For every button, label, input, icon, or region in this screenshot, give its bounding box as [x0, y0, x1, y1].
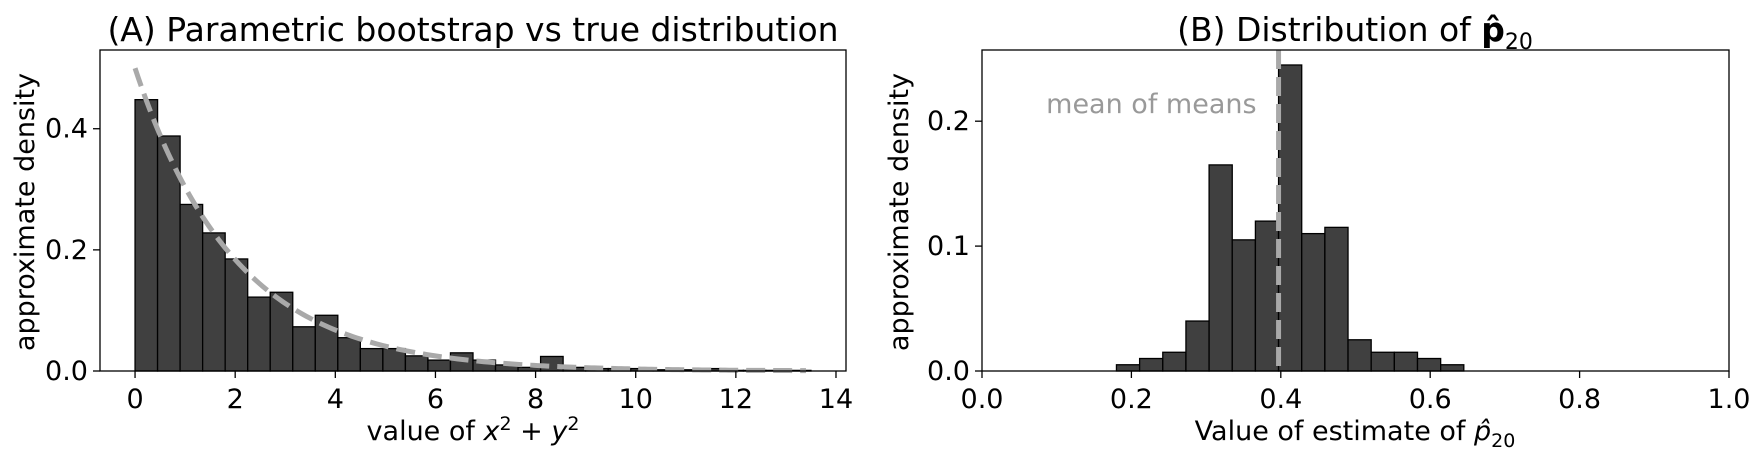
chart-b-xtick-label: 0.8 — [1558, 384, 1601, 415]
chart-b-bar — [1370, 351, 1395, 372]
chart-b-xlabel-subscript: 20 — [1491, 430, 1515, 452]
chart-b-bar — [1277, 64, 1303, 372]
chart-a-xlabel-exp-y: 2 — [567, 413, 579, 435]
chart-b-axes-frame — [981, 49, 1730, 372]
chart-b-ytick-label: 0.1 — [927, 231, 970, 262]
chart-a-bar — [134, 99, 159, 372]
chart-b-title-prefix: (B) Distribution of — [1177, 10, 1481, 49]
chart-b-mean-label: mean of means — [1046, 89, 1256, 120]
chart-b-xtick-label: 0.6 — [1409, 384, 1452, 415]
chart-b-bar — [1115, 364, 1141, 372]
chart-b-bar — [1208, 164, 1233, 372]
chart-b-title: (B) Distribution of p̂20 — [1177, 10, 1533, 55]
chart-a-xtick-label: 10 — [619, 384, 653, 415]
chart-b-plot-area: mean of means 0.0 0.2 0.4 0.6 0.8 1.0 0.0 0.1 0.2 — [927, 49, 1751, 415]
chart-b-bar — [1185, 320, 1210, 372]
chart-b-bar — [1231, 239, 1257, 372]
chart-a-axes-frame — [99, 49, 847, 372]
chart-a-bar — [337, 337, 361, 372]
chart-a-bar — [179, 203, 204, 372]
chart-b-title-symbol: p̂ — [1481, 10, 1505, 49]
chart-a-xlabel-var-y: y — [550, 416, 568, 447]
chart-b-xlabel-prefix: Value of estimate of — [1195, 416, 1474, 447]
chart-a-xlabel-var-x: x — [483, 416, 501, 447]
chart-b-bar — [1254, 220, 1280, 372]
chart-a-true-density-curve — [132, 67, 806, 374]
chart-a-xlabel-exp-x: 2 — [499, 413, 511, 435]
chart-b-ylabel: approximate density — [884, 73, 915, 351]
chart-b-bar — [1324, 226, 1349, 372]
chart-a-ytick-label: 0.2 — [45, 235, 88, 266]
chart-a-bar — [404, 355, 429, 372]
chart-a-xtick-label: 12 — [719, 384, 753, 415]
chart-a-plot-area: 0 2 4 6 8 10 12 14 0.0 0.2 0.4 — [45, 49, 853, 415]
chart-b-bar — [1440, 364, 1465, 372]
chart-b-xtick-label: 0.4 — [1259, 384, 1302, 415]
chart-b-bar — [1393, 351, 1419, 372]
chart-b-bar — [1416, 357, 1442, 372]
chart-panel-a: (A) Parametric bootstrap vs true distrib… — [10, 10, 853, 447]
chart-a-xlabel-plus: + — [512, 416, 552, 447]
chart-a-xlabel: value of x2 + y2 — [367, 413, 580, 447]
chart-b-bar — [1138, 357, 1164, 372]
chart-a-ytick-label: 0.4 — [45, 114, 88, 145]
chart-a-xtick-label: 8 — [527, 384, 544, 415]
chart-a-xtick-label: 4 — [327, 384, 344, 415]
chart-a-xtick-label: 0 — [126, 384, 143, 415]
chart-a-ylabel: approximate density — [10, 73, 41, 351]
chart-b-xtick-label: 0.0 — [961, 384, 1004, 415]
chart-a-xtick-label: 14 — [819, 384, 853, 415]
chart-panel-b: (B) Distribution of p̂20 approximate den… — [884, 10, 1750, 452]
chart-b-xlabel-symbol: p̂ — [1473, 416, 1491, 447]
chart-a-xlabel-prefix: value of — [367, 416, 484, 447]
chart-a-bar — [292, 326, 316, 372]
chart-a-bar — [427, 359, 452, 372]
chart-b-xtick-label: 0.2 — [1110, 384, 1153, 415]
chart-a-title: (A) Parametric bootstrap vs true distrib… — [107, 10, 838, 49]
chart-a-bar — [247, 296, 271, 372]
chart-b-xlabel: Value of estimate of p̂20 — [1195, 416, 1516, 452]
chart-a-bar — [201, 232, 226, 372]
chart-b-bar — [1162, 351, 1187, 372]
chart-b-ytick-label: 0.0 — [927, 356, 970, 387]
chart-a-bar — [359, 347, 384, 372]
chart-b-bar — [1347, 339, 1372, 372]
chart-a-bar — [224, 258, 249, 372]
chart-b-bar — [1301, 232, 1326, 372]
chart-a-xtick-label: 2 — [227, 384, 244, 415]
chart-b-title-subscript: 20 — [1505, 30, 1533, 55]
chart-a-xtick-label: 6 — [427, 384, 444, 415]
chart-b-ytick-label: 0.2 — [927, 106, 970, 137]
chart-a-ytick-label: 0.0 — [45, 356, 88, 387]
chart-b-xtick-label: 1.0 — [1708, 384, 1751, 415]
